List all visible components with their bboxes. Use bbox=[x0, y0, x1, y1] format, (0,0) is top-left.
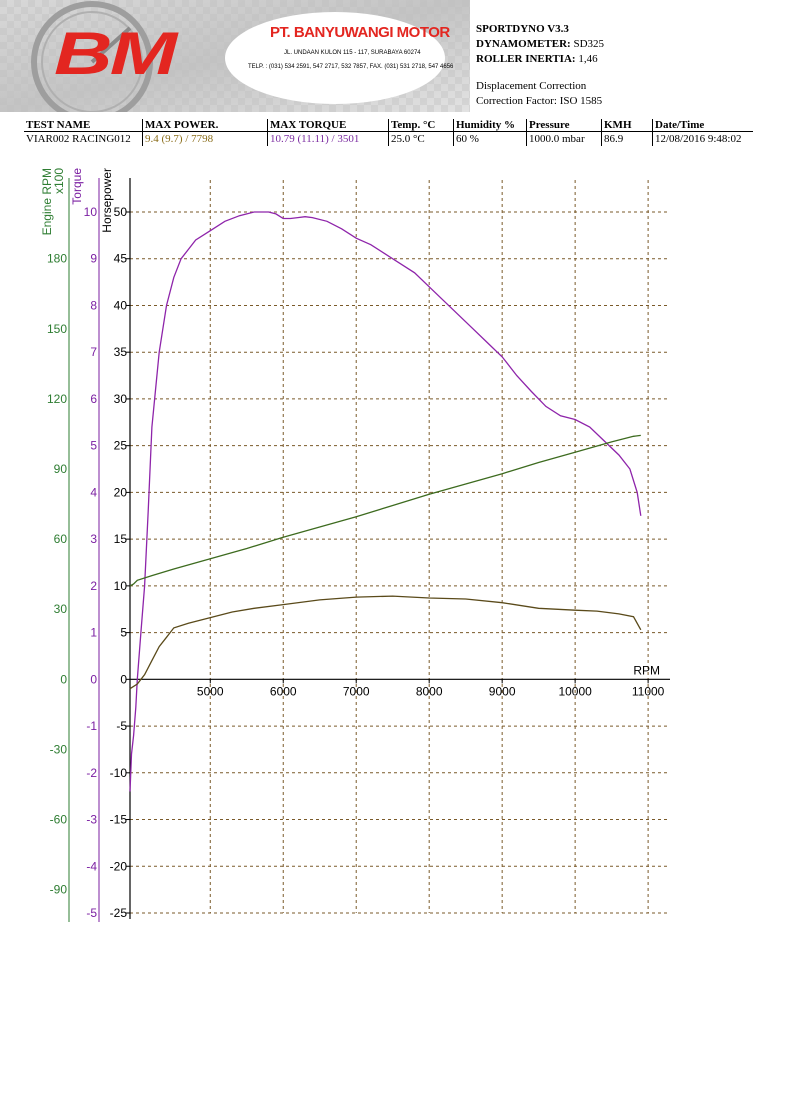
dyno-chart-svg: 50454035302520151050-5-10-15-20-25109876… bbox=[40, 168, 670, 922]
engine-rpm-axis-title: Engine RPM bbox=[40, 168, 54, 235]
roller-row: ROLLER INERTIA: 1,46 bbox=[476, 52, 604, 67]
value-temp: 25.0 °C bbox=[388, 131, 454, 146]
value-date-time: 12/08/2016 9:48:02 bbox=[652, 131, 753, 146]
rpm-tick-label: 6000 bbox=[270, 684, 297, 698]
horsepower-tick-label: 35 bbox=[114, 345, 128, 359]
horsepower-tick-label: 50 bbox=[114, 205, 128, 219]
roller-label: ROLLER INERTIA: bbox=[476, 53, 576, 65]
value-max-power: 9.4 (9.7) / 7798 bbox=[142, 131, 268, 146]
header-max-power: MAX POWER. bbox=[142, 119, 268, 132]
value-humidity: 60 % bbox=[453, 131, 527, 146]
engine-rpm-tick-label: 180 bbox=[47, 252, 67, 266]
engine-rpm-tick-label: 150 bbox=[47, 322, 67, 336]
company-banner: BM PT. BANYUWANGI MOTOR JL. UNDAAN KULON… bbox=[0, 0, 470, 112]
correction-title: Displacement Correction bbox=[476, 80, 587, 92]
header-temp: Temp. °C bbox=[388, 119, 454, 132]
torque-tick-label: 8 bbox=[90, 298, 97, 312]
value-kmh: 86.9 bbox=[601, 131, 653, 146]
dynamometer-row: DYNAMOMETER: SD325 bbox=[476, 37, 604, 52]
torque-tick-label: -1 bbox=[86, 719, 97, 733]
engine-rpm-tick-label: 90 bbox=[54, 462, 68, 476]
header-kmh: KMH bbox=[601, 119, 653, 132]
horsepower-tick-label: -10 bbox=[110, 766, 128, 780]
torque-tick-label: -3 bbox=[86, 813, 97, 827]
company-address: JL. UNDAAN KULON 115 - 117, SURABAYA 602… bbox=[284, 50, 421, 56]
dyno-chart: 50 45 40 35 30 25 20 15 10 5 0 -5 -10 -15 -20 -25 10 9 8 7 6… bbox=[0, 150, 790, 940]
horsepower-tick-label: 0 bbox=[120, 672, 127, 686]
dyno-info-panel: SPORTDYNO V3.3 DYNAMOMETER: SD325 ROLLER… bbox=[476, 22, 604, 109]
header-date-time: Date/Time bbox=[652, 119, 753, 132]
power-curve bbox=[129, 211, 642, 792]
horsepower-tick-label: 10 bbox=[114, 579, 128, 593]
rpm-tick-label: 7000 bbox=[343, 684, 370, 698]
correction-factor: Correction Factor: ISO 1585 bbox=[476, 95, 603, 107]
horsepower-axis-title: Horsepower bbox=[100, 168, 114, 233]
torque-tick-label: 2 bbox=[90, 579, 97, 593]
torque-tick-label: 1 bbox=[90, 626, 97, 640]
torque-tick-label: 0 bbox=[90, 672, 97, 686]
engine-rpm-tick-label: -30 bbox=[50, 742, 68, 756]
summary-table: TEST NAME MAX POWER. MAX TORQUE Temp. °C… bbox=[24, 119, 753, 146]
company-phone: TELP. : (031) 534 2591, 547 2717, 532 78… bbox=[248, 64, 454, 70]
torque-tick-label: 9 bbox=[90, 252, 97, 266]
engine-rpm-tick-label: -90 bbox=[50, 883, 68, 897]
dynamometer-label: DYNAMOMETER: bbox=[476, 38, 571, 50]
summary-value-row: VIAR002 RACING012 9.4 (9.7) / 7798 10.79… bbox=[24, 131, 753, 146]
roller-value: 1,46 bbox=[578, 53, 598, 65]
torque-curve bbox=[129, 595, 642, 690]
horsepower-tick-label: 40 bbox=[114, 298, 128, 312]
rpm-tick-label: 8000 bbox=[416, 684, 443, 698]
header-max-torque: MAX TORQUE bbox=[267, 119, 389, 132]
horsepower-tick-label: 30 bbox=[114, 392, 128, 406]
rpm-axis-title: RPM bbox=[633, 663, 660, 677]
dynamometer-value: SD325 bbox=[573, 38, 605, 50]
rpm-tick-label: 11000 bbox=[632, 684, 665, 698]
torque-tick-label: 4 bbox=[90, 485, 97, 499]
value-test-name: VIAR002 RACING012 bbox=[26, 133, 131, 145]
logo-text: BM bbox=[54, 20, 177, 87]
horsepower-tick-label: 25 bbox=[114, 439, 128, 453]
torque-axis-title: Torque bbox=[70, 168, 84, 205]
torque-tick-label: -4 bbox=[86, 859, 97, 873]
header-humidity: Humidity % bbox=[453, 119, 527, 132]
horsepower-tick-label: 20 bbox=[114, 485, 128, 499]
torque-tick-label: -5 bbox=[86, 906, 97, 920]
horsepower-tick-label: -25 bbox=[110, 906, 128, 920]
company-logo-graphic bbox=[0, 0, 470, 112]
engine-rpm-tick-label: 0 bbox=[60, 672, 67, 686]
horsepower-tick-label: -20 bbox=[110, 859, 128, 873]
torque-tick-label: 10 bbox=[84, 205, 98, 219]
horsepower-tick-label: 15 bbox=[114, 532, 128, 546]
torque-tick-label: 6 bbox=[90, 392, 97, 406]
engine-rpm-tick-label: 120 bbox=[47, 392, 67, 406]
company-name: PT. BANYUWANGI MOTOR bbox=[270, 24, 450, 41]
torque-tick-label: 3 bbox=[90, 532, 97, 546]
torque-tick-label: -2 bbox=[86, 766, 97, 780]
rpm-tick-label: 5000 bbox=[197, 684, 224, 698]
summary-header-row: TEST NAME MAX POWER. MAX TORQUE Temp. °C… bbox=[24, 119, 753, 132]
header-test-name: TEST NAME bbox=[24, 119, 143, 132]
torque-tick-label: 7 bbox=[90, 345, 97, 359]
horsepower-tick-label: 5 bbox=[120, 626, 127, 640]
torque-tick-label: 5 bbox=[90, 439, 97, 453]
engine-rpm-tick-label: -60 bbox=[50, 813, 68, 827]
horsepower-tick-label: 45 bbox=[114, 252, 128, 266]
engine-rpm-tick-label: 60 bbox=[54, 532, 68, 546]
horsepower-tick-label: -5 bbox=[116, 719, 127, 733]
engine-rpm-tick-label: 30 bbox=[54, 602, 68, 616]
horsepower-tick-label: -15 bbox=[110, 813, 128, 827]
value-pressure: 1000.0 mbar bbox=[526, 131, 602, 146]
rpm-tick-label: 9000 bbox=[489, 684, 516, 698]
engine-rpm-multiplier: x100 bbox=[52, 168, 66, 194]
rpm-tick-label: 10000 bbox=[558, 684, 592, 698]
header-pressure: Pressure bbox=[526, 119, 602, 132]
engine-rpm-curve bbox=[129, 434, 641, 587]
product-label: SPORTDYNO V3.3 bbox=[476, 23, 569, 35]
value-max-torque: 10.79 (11.11) / 3501 bbox=[267, 131, 389, 146]
